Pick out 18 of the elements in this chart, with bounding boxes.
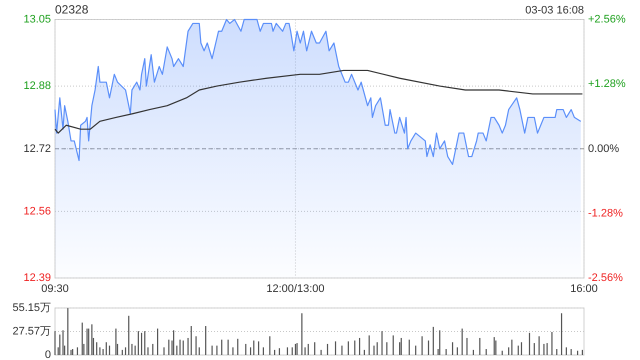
y-tick-label: 12.56: [23, 205, 51, 218]
x-tick-label: 12:00/13:00: [266, 283, 325, 295]
y2-tick-label: +2.56%: [588, 14, 626, 26]
y-tick-label: 13.05: [23, 14, 51, 26]
y-tick-label: 27.57万: [12, 326, 51, 338]
x-tick-label: 16:00: [570, 283, 598, 295]
y-tick-label: 55.15万: [12, 302, 51, 314]
chart-title: 02328: [55, 2, 89, 16]
y-tick-label: 0: [44, 349, 51, 360]
y-tick-label: 12.39: [23, 272, 51, 284]
y2-tick-label: +1.28%: [588, 78, 626, 90]
y-tick-label: 12.72: [23, 142, 51, 155]
y2-tick-label: -1.28%: [588, 207, 624, 220]
y-tick-label: 12.88: [23, 80, 51, 92]
text: 03-03 16:08: [525, 4, 584, 16]
y2-tick-label: -2.56%: [588, 272, 624, 284]
y2-tick-label: 0.00%: [588, 142, 620, 155]
x-tick-label: 09:30: [41, 283, 69, 295]
